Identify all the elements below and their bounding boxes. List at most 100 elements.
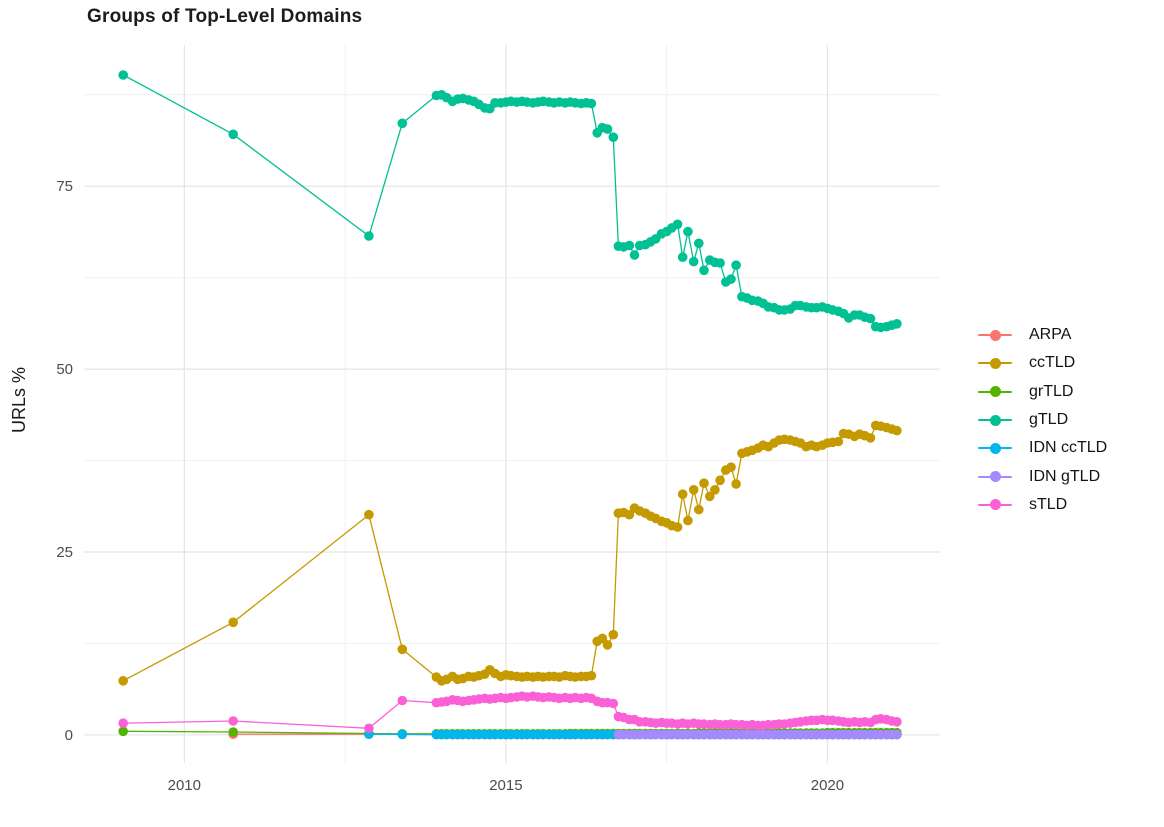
legend-key-dot xyxy=(989,386,1001,398)
gridlines-major xyxy=(84,45,940,763)
legend-key-idn-gtld xyxy=(978,471,1012,483)
data-point xyxy=(726,274,736,284)
data-point xyxy=(833,436,844,447)
x-tick-label: 2015 xyxy=(489,777,522,794)
data-point xyxy=(602,640,613,650)
data-point xyxy=(608,629,619,640)
data-point xyxy=(397,118,408,129)
data-point xyxy=(705,491,715,502)
data-point xyxy=(397,695,408,706)
data-point xyxy=(715,258,725,268)
data-point xyxy=(694,504,704,515)
y-tick-label: 75 xyxy=(56,178,73,195)
data-point xyxy=(397,644,408,655)
data-point xyxy=(672,219,683,230)
series-line-gtld xyxy=(122,74,898,329)
data-point xyxy=(629,250,640,260)
legend-item-gtld: gTLD xyxy=(978,406,1107,434)
series-stld xyxy=(118,691,902,734)
data-point xyxy=(228,716,238,726)
legend-key-stld xyxy=(978,499,1012,511)
data-point xyxy=(892,729,902,740)
legend-label: grTLD xyxy=(1029,382,1074,400)
legend-key-dot xyxy=(989,357,1001,369)
series-cctld xyxy=(118,420,902,686)
data-point xyxy=(892,425,902,436)
legend-key-grtld xyxy=(978,386,1012,398)
data-point xyxy=(228,129,238,140)
data-point xyxy=(608,132,619,142)
data-point xyxy=(731,479,741,489)
series-line-cctld xyxy=(122,424,898,682)
legend-label: IDN gTLD xyxy=(1029,467,1101,485)
chart-title: Groups of Top-Level Domains xyxy=(87,6,363,27)
data-point xyxy=(364,231,374,241)
legend-item-arpa: ARPA xyxy=(978,321,1107,349)
legend-label: ARPA xyxy=(1029,326,1072,344)
data-point xyxy=(118,726,128,737)
legend-key-dot xyxy=(989,329,1001,341)
data-point xyxy=(364,723,374,734)
data-point xyxy=(677,252,688,262)
legend: ARPA ccTLD grTLD gTLD IDN ccTLD IDN gTLD sTLD xyxy=(978,321,1107,519)
legend-item-idn-cctld: IDN ccTLD xyxy=(978,434,1107,462)
data-point xyxy=(586,98,597,109)
legend-item-cctld: ccTLD xyxy=(978,349,1107,377)
data-point xyxy=(699,478,709,489)
legend-item-grtld: grTLD xyxy=(978,378,1107,406)
legend-label: IDN ccTLD xyxy=(1029,439,1108,457)
axis-tick-labels: 2010 2015 2020 0 25 50 75 xyxy=(56,178,844,794)
legend-key-dot xyxy=(989,414,1001,426)
series-gtld xyxy=(118,70,902,333)
data-point xyxy=(683,226,693,237)
y-axis-label: URLs % xyxy=(9,367,29,433)
data-point xyxy=(688,485,699,495)
data-point xyxy=(602,124,613,134)
y-tick-label: 0 xyxy=(65,727,73,744)
x-tick-label: 2010 xyxy=(168,777,201,794)
y-tick-label: 50 xyxy=(56,361,73,378)
legend-key-gtld xyxy=(978,414,1012,426)
data-point xyxy=(586,670,597,681)
data-point xyxy=(118,676,128,686)
data-point xyxy=(683,515,693,526)
data-point xyxy=(677,489,688,500)
legend-item-stld: sTLD xyxy=(978,491,1107,519)
legend-label: sTLD xyxy=(1029,495,1068,513)
data-point xyxy=(228,617,238,628)
legend-key-arpa xyxy=(978,329,1012,341)
legend-item-idn-gtld: IDN gTLD xyxy=(978,462,1107,490)
data-point xyxy=(228,727,238,737)
data-point xyxy=(672,522,683,532)
data-point xyxy=(892,319,902,329)
legend-key-dot xyxy=(989,442,1001,454)
data-point xyxy=(865,433,876,443)
data-point xyxy=(624,509,635,520)
legend-label: ccTLD xyxy=(1029,354,1076,372)
data-point xyxy=(364,509,374,520)
series-idn-gtld xyxy=(613,729,902,740)
data-point xyxy=(865,313,876,324)
data-point xyxy=(710,485,720,495)
data-point xyxy=(118,70,128,80)
data-point xyxy=(118,718,128,728)
data-point xyxy=(397,729,408,740)
data-point xyxy=(731,260,741,271)
legend-key-idn-cctld xyxy=(978,442,1012,454)
data-point xyxy=(597,633,608,644)
y-tick-label: 25 xyxy=(56,544,73,561)
data-point xyxy=(608,698,619,709)
data-point xyxy=(688,256,699,267)
data-point xyxy=(715,475,725,486)
data-point xyxy=(694,238,704,249)
data-point xyxy=(726,462,736,473)
legend-label: gTLD xyxy=(1029,411,1069,429)
legend-key-cctld xyxy=(978,357,1012,369)
data-point xyxy=(892,717,902,727)
x-tick-label: 2020 xyxy=(811,777,844,794)
data-point xyxy=(624,240,635,251)
legend-key-dot xyxy=(989,471,1001,483)
gridlines-minor xyxy=(84,45,940,763)
